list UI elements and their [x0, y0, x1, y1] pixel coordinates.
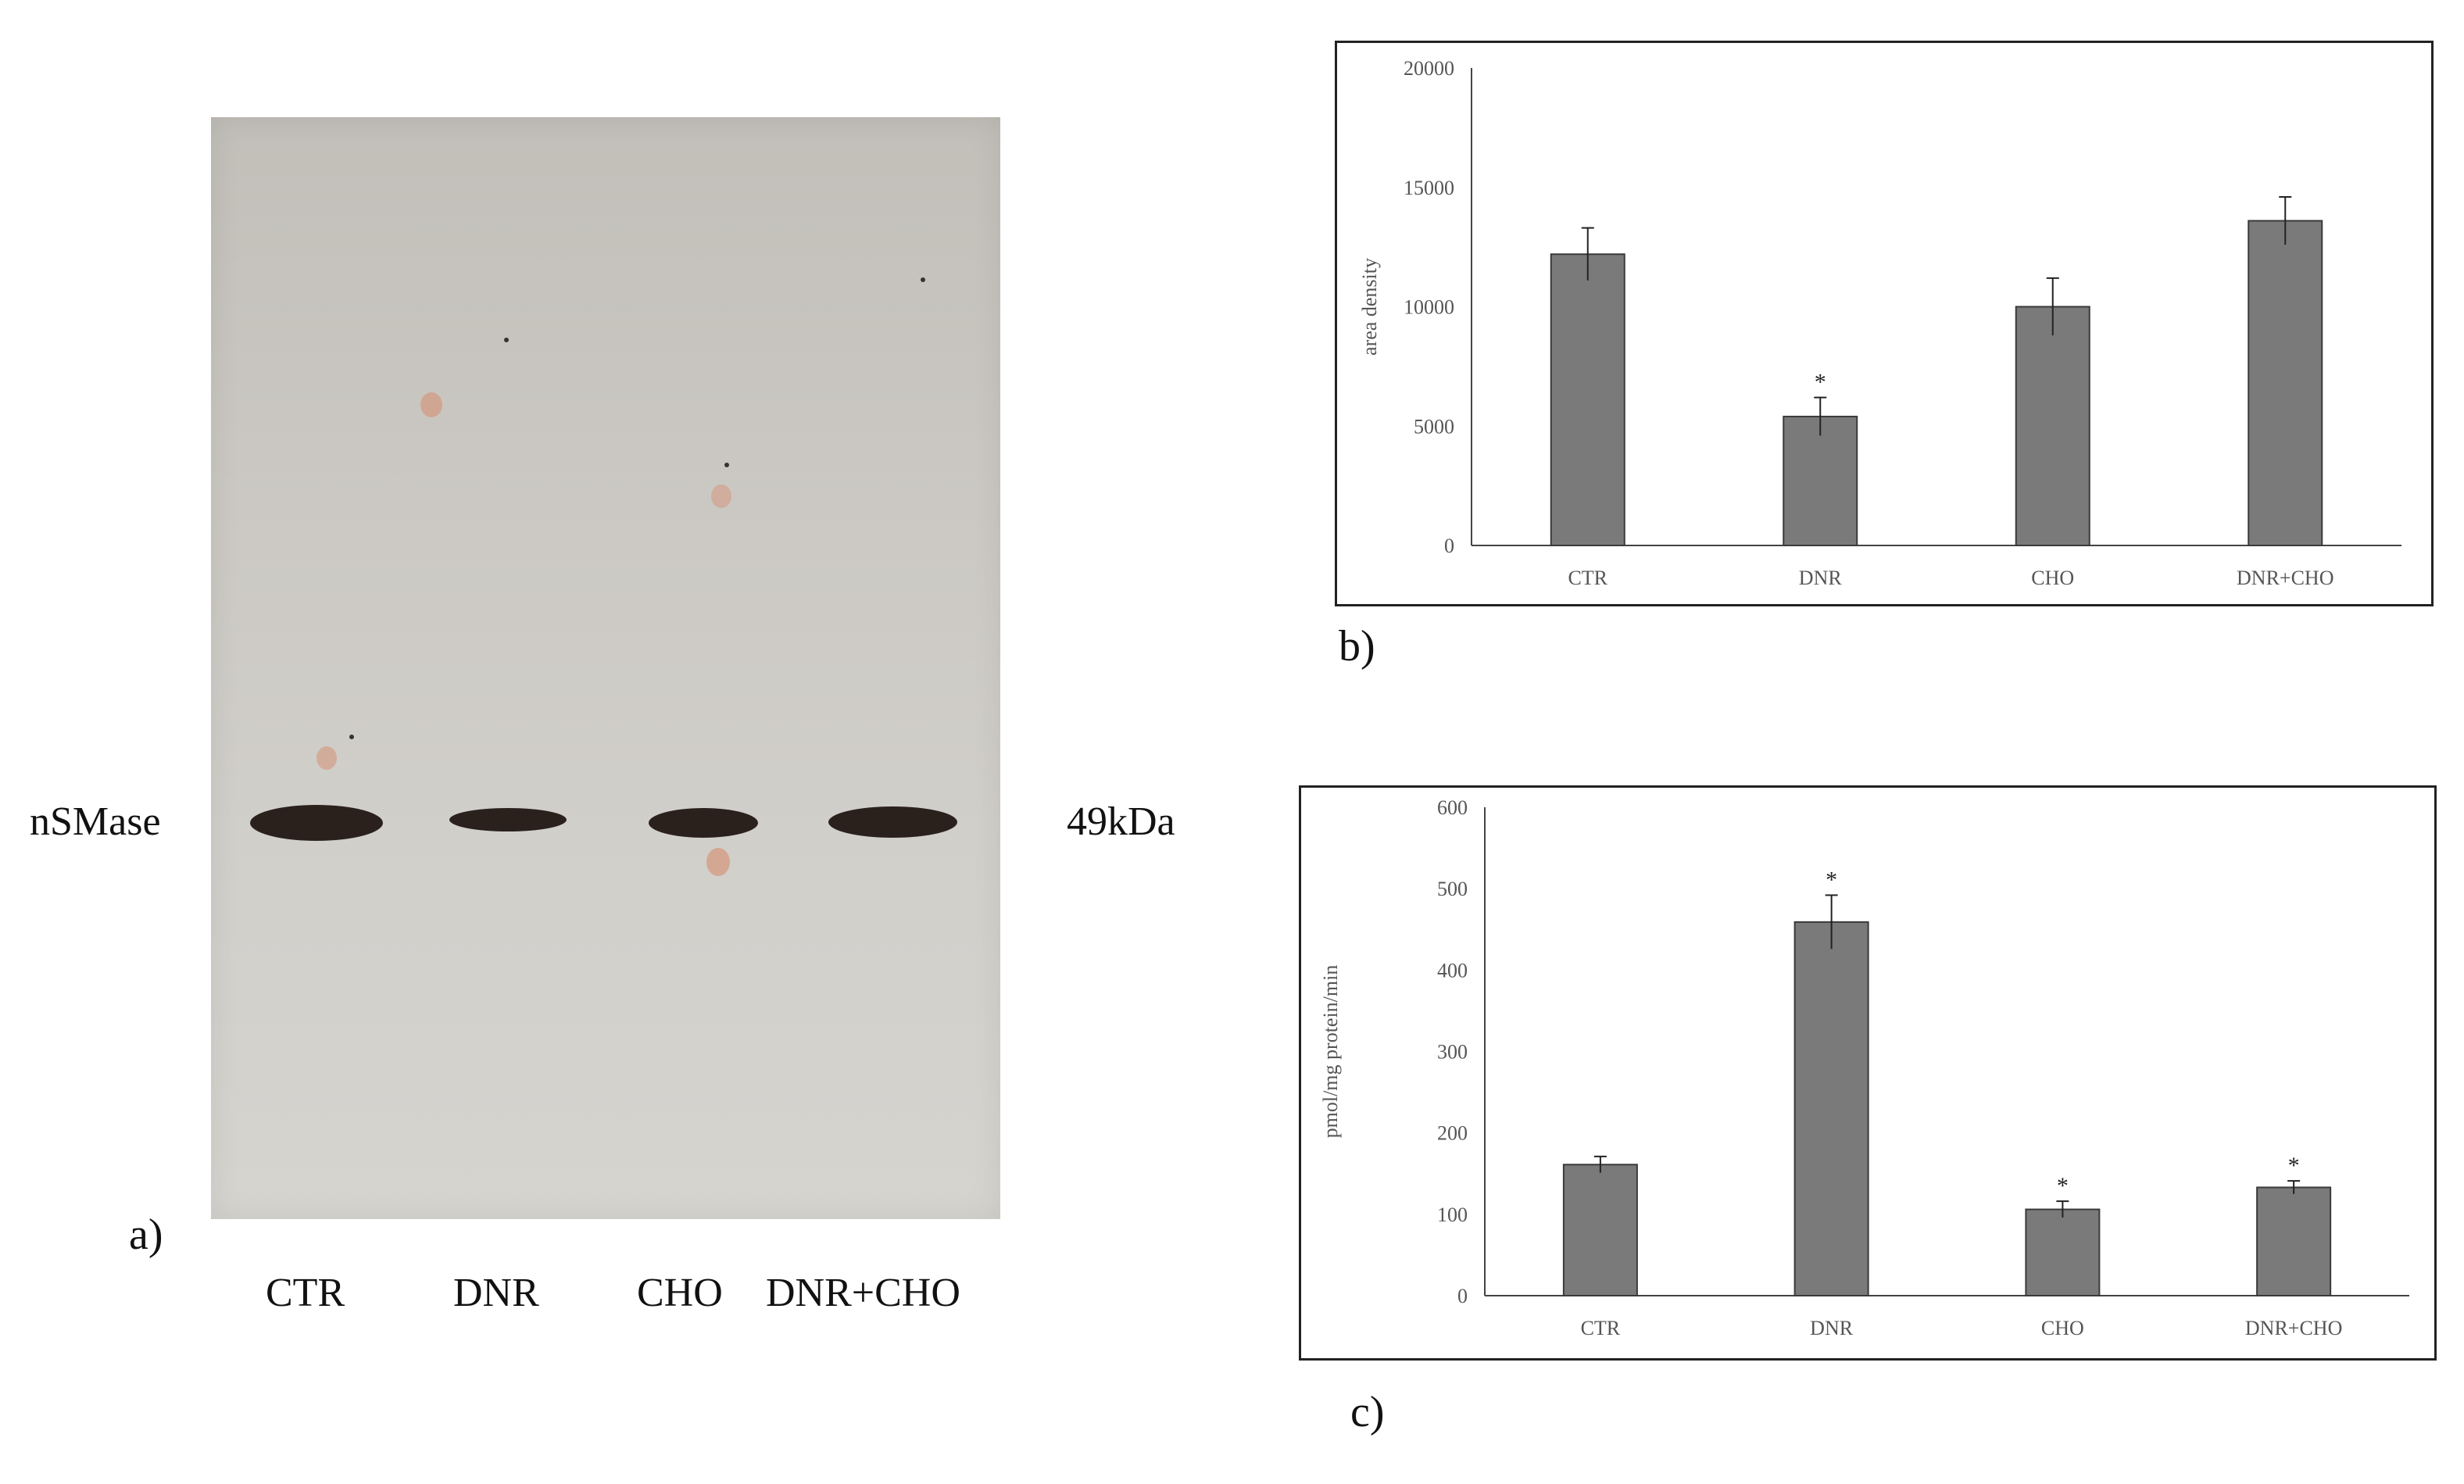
y-tick-label: 20000 [1404, 57, 1454, 80]
x-tick-label: CTR [1568, 567, 1608, 589]
chart-b-frame: 0 5000 10000 15000 20000 area density CTR * DNR C… [1335, 41, 2434, 606]
y-tick-label: 100 [1437, 1203, 1468, 1226]
x-tick-label: CHO [2031, 567, 2074, 589]
chart-b: 0 5000 10000 15000 20000 area density CTR * DNR C… [1358, 57, 2401, 589]
blot-spot [711, 485, 731, 508]
molecular-weight-label: 49kDa [1067, 799, 1175, 844]
blot-speck [921, 277, 925, 282]
protein-label: nSMase [30, 799, 161, 844]
lane-label-dnr: DNR [453, 1271, 539, 1315]
bar-cho [2015, 306, 2090, 546]
panel-label-b: b) [1339, 622, 1375, 670]
panel-label-a: a) [129, 1210, 163, 1259]
y-tick-label: 300 [1437, 1041, 1468, 1064]
y-tick-label: 200 [1437, 1122, 1468, 1145]
blot-speck [724, 463, 729, 467]
x-tick-label: DNR+CHO [2245, 1317, 2342, 1339]
bar-dnr-cho [2256, 1186, 2332, 1297]
y-tick-label: 600 [1437, 796, 1468, 819]
bar-ctr [1562, 1164, 1638, 1296]
significance-marker: * [1815, 370, 1826, 395]
blot-speck [349, 735, 354, 739]
bar-dnr [1793, 921, 1869, 1296]
x-tick-label: CTR [1581, 1317, 1621, 1339]
band-dnr [449, 808, 567, 831]
x-tick-label: CHO [2041, 1317, 2084, 1339]
blot-spot [420, 392, 442, 417]
bar-dnr-cho [2248, 220, 2323, 547]
blot-speck [504, 338, 509, 342]
y-tick-label: 0 [1444, 535, 1454, 557]
band-cho [649, 808, 758, 838]
x-tick-label: DNR [1799, 567, 1843, 589]
y-tick-label: 15000 [1404, 177, 1454, 199]
x-tick-label: DNR [1810, 1317, 1854, 1339]
y-axis-label: area density [1358, 258, 1381, 356]
blot-spot [706, 848, 730, 876]
x-tick-label: DNR+CHO [2237, 567, 2333, 589]
y-tick-label: 5000 [1414, 415, 1454, 438]
y-tick-label: 0 [1457, 1285, 1468, 1307]
y-tick-label: 400 [1437, 959, 1468, 982]
band-dnr-cho [828, 806, 957, 838]
lane-label-dnr-cho: DNR+CHO [766, 1271, 960, 1315]
significance-marker: * [2057, 1173, 2069, 1199]
chart-c: 0 100 200 300 400 500 600 pmol/mg protein/min CT… [1319, 796, 2409, 1339]
y-tick-label: 10000 [1404, 296, 1454, 319]
lane-label-cho: CHO [637, 1271, 723, 1315]
y-tick-label: 500 [1437, 878, 1468, 900]
western-blot-image [211, 117, 1000, 1219]
bar-cho [2025, 1208, 2101, 1296]
significance-marker: * [1826, 867, 1837, 893]
bar-ctr [1550, 253, 1625, 546]
chart-c-frame: 0 100 200 300 400 500 600 pmol/mg protein/min CT… [1299, 785, 2437, 1361]
y-axis-label: pmol/mg protein/min [1319, 965, 1342, 1139]
blot-spot [316, 746, 337, 770]
panel-label-c: c) [1350, 1388, 1385, 1436]
band-ctr [250, 805, 383, 841]
bar-dnr [1783, 416, 1858, 546]
lane-label-ctr: CTR [266, 1271, 345, 1315]
significance-marker: * [2288, 1153, 2300, 1178]
